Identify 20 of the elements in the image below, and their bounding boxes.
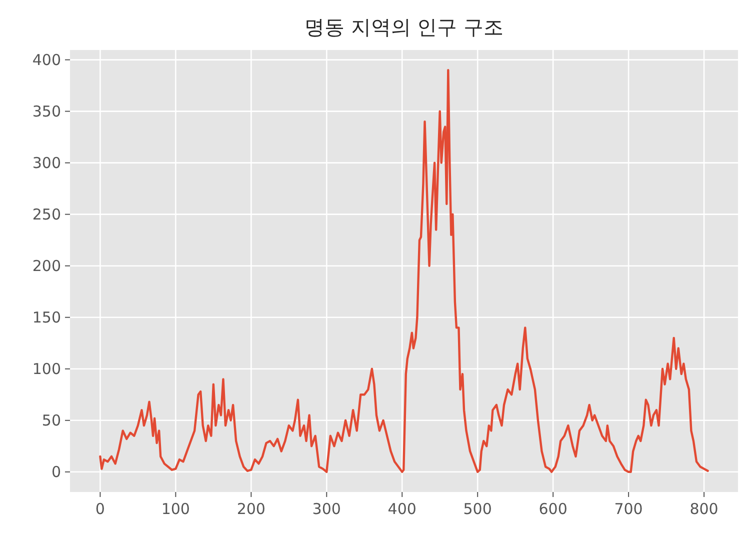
y-tick-label: 150 xyxy=(32,308,61,326)
x-tick-label: 400 xyxy=(388,500,416,518)
x-tick-label: 600 xyxy=(538,500,568,518)
x-tick-label: 500 xyxy=(463,500,492,518)
y-tick-label: 400 xyxy=(32,50,61,69)
x-tick-label: 200 xyxy=(236,500,266,518)
y-tick-label: 250 xyxy=(32,205,61,224)
y-tick-label: 0 xyxy=(51,462,61,481)
y-tick-label: 350 xyxy=(32,102,61,120)
x-tick-label: 300 xyxy=(312,500,341,518)
x-tick-label: 800 xyxy=(690,500,718,518)
chart-title: 명동 지역의 인구 구조 xyxy=(304,15,504,39)
y-tick-label: 100 xyxy=(32,360,61,378)
y-tick-label: 300 xyxy=(32,154,61,172)
line-series xyxy=(99,68,709,474)
y-tick-label: 50 xyxy=(42,411,61,430)
x-tick-label: 100 xyxy=(161,500,190,518)
y-tick-label: 200 xyxy=(32,256,61,275)
x-tick-label: 700 xyxy=(614,500,643,518)
x-tick-label: 0 xyxy=(95,500,105,518)
